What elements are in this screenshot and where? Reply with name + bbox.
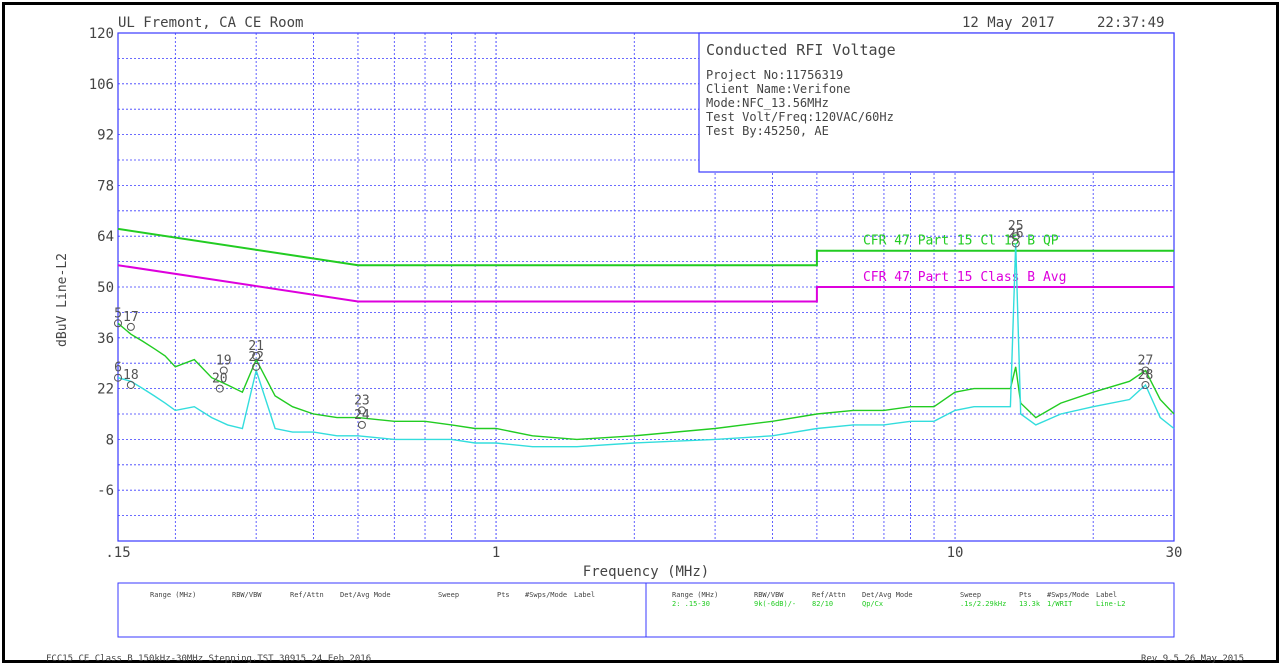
marker-point xyxy=(219,366,228,375)
report-date: 12 May 2017 xyxy=(962,15,1055,31)
settings-cells: Range (MHz) Range (MHz) RBW/VBW RBW/VBW Ref/… xyxy=(150,591,1126,608)
marker-label: 5 xyxy=(114,306,122,321)
settings-header: Pts xyxy=(1019,591,1032,599)
trace-line xyxy=(117,322,1175,441)
x-tick-label: 1 xyxy=(492,545,500,561)
x-tick-labels: .15 1 10 30 xyxy=(105,545,1182,561)
marker-label: 22 xyxy=(248,350,264,365)
settings-value: .1s/2.29kHz xyxy=(960,600,1006,608)
limit-line xyxy=(117,264,1174,303)
y-tick-labels: -6 8 22 36 50 64 78 92 106 120 xyxy=(89,26,114,499)
site-title: UL Fremont, CA CE Room xyxy=(118,15,303,31)
marker-point xyxy=(215,384,224,393)
marker-point xyxy=(114,319,122,328)
marker-point xyxy=(1141,366,1150,375)
marker-point xyxy=(126,380,135,389)
marker-label: 25 xyxy=(1008,219,1024,234)
settings-value: Qp/Cx xyxy=(862,600,883,608)
marker-label: 23 xyxy=(354,393,370,408)
measurement-traces xyxy=(117,243,1175,448)
settings-value: 82/10 xyxy=(812,600,833,608)
limit-line xyxy=(117,227,1174,267)
marker-label: 19 xyxy=(216,353,232,368)
marker-label: 18 xyxy=(123,368,139,383)
marker-point xyxy=(1011,239,1020,248)
settings-header: Sweep xyxy=(438,591,459,599)
y-axis-label: dBuV Line-L2 xyxy=(55,253,70,347)
limit-label: CFR 47 Part 15 Class B Avg xyxy=(863,270,1066,285)
footer-right: Rev 9.5 26 May 2015 xyxy=(1141,654,1244,664)
marker-label: 21 xyxy=(248,339,264,354)
info-title: Conducted RFI Voltage xyxy=(706,41,896,59)
marker-point xyxy=(357,406,366,415)
info-voltfreq: Test Volt/Freq:120VAC/60Hz xyxy=(706,110,894,124)
y-tick-label: 78 xyxy=(97,178,114,194)
y-tick-label: 106 xyxy=(89,77,114,93)
x-tick-label: .15 xyxy=(105,545,130,561)
settings-header: Sweep xyxy=(960,591,981,599)
marker-label: 20 xyxy=(212,372,228,387)
settings-header: Range (MHz) xyxy=(672,591,718,599)
info-mode: Mode:NFC_13.56MHz xyxy=(706,96,829,110)
settings-header: Pts xyxy=(497,591,510,599)
settings-header: #Swps/Mode xyxy=(525,591,567,599)
settings-value: Line-L2 xyxy=(1096,600,1126,608)
settings-value: 1/WRIT xyxy=(1047,600,1073,608)
y-tick-label: 8 xyxy=(106,432,114,448)
info-testby: Test By:45250, AE xyxy=(706,124,829,138)
settings-value: 13.3k xyxy=(1019,600,1041,608)
marker-label: 6 xyxy=(114,361,122,376)
marker-point xyxy=(126,322,135,331)
settings-value: 2: .15-30 xyxy=(672,600,710,608)
settings-header: #Swps/Mode xyxy=(1047,591,1089,599)
y-tick-label: 50 xyxy=(97,280,114,296)
footer-left: FCC15 CE Class B 150kHz-30MHz Stepping.T… xyxy=(46,654,371,664)
settings-header: Label xyxy=(574,591,595,599)
marker-label: 27 xyxy=(1138,353,1154,368)
y-tick-label: 92 xyxy=(97,128,114,144)
settings-header: Ref/Attn xyxy=(812,591,846,599)
x-tick-label: 10 xyxy=(947,545,964,561)
marker-label: 26 xyxy=(1008,226,1024,241)
report-time: 22:37:49 xyxy=(1097,15,1164,31)
limit-lines: CFR 47 Part 15 Cl 15 B QP CFR 47 Part 15 … xyxy=(117,227,1174,303)
marker-label: 17 xyxy=(123,310,139,325)
y-tick-label: 22 xyxy=(97,382,114,398)
marker-point xyxy=(357,420,366,429)
y-tick-label: 64 xyxy=(97,229,114,245)
settings-header: RBW/VBW xyxy=(232,591,262,599)
info-project: Project No:11756319 xyxy=(706,68,843,82)
limit-label: CFR 47 Part 15 Cl 15 B QP xyxy=(863,234,1059,249)
trace-line xyxy=(117,243,1175,448)
settings-value: 9k(-6dB)/- xyxy=(754,600,796,608)
marker-label: 28 xyxy=(1138,368,1154,383)
settings-header: Det/Avg Mode xyxy=(340,591,391,599)
settings-header: Det/Avg Mode xyxy=(862,591,913,599)
marker-label: 24 xyxy=(354,408,370,423)
y-tick-label: -6 xyxy=(97,483,114,499)
marker-point xyxy=(114,373,122,382)
settings-header: Ref/Attn xyxy=(290,591,324,599)
marker-point xyxy=(252,362,261,371)
settings-header: Range (MHz) xyxy=(150,591,196,599)
marker-point xyxy=(252,351,261,360)
settings-header: Label xyxy=(1096,591,1117,599)
info-client: Client Name:Verifone xyxy=(706,82,851,96)
x-axis-label: Frequency (MHz) xyxy=(583,564,709,580)
y-tick-label: 36 xyxy=(97,331,114,347)
y-tick-label: 120 xyxy=(89,26,114,42)
marker-point xyxy=(1141,380,1150,389)
info-box xyxy=(698,32,1175,173)
x-tick-label: 30 xyxy=(1166,545,1183,561)
settings-header: RBW/VBW xyxy=(754,591,784,599)
